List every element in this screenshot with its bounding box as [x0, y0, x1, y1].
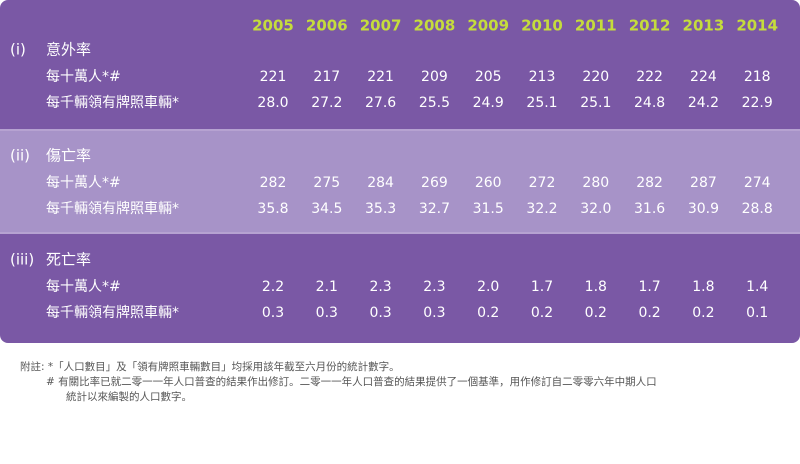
cell-value: 0.3: [423, 305, 445, 321]
cell-value: 32.7: [419, 201, 450, 217]
cell-value: 217: [313, 69, 340, 85]
section-number: (iii): [10, 251, 34, 269]
footnote: # 有關比率已就二零一一年人口普查的結果作出修訂。二零一一年人口普查的結果提供了…: [46, 376, 657, 388]
year-header: 2007: [360, 17, 402, 35]
cell-value: 25.1: [526, 95, 557, 111]
cell-value: 280: [582, 175, 609, 191]
cell-value: 1.7: [531, 279, 553, 295]
cell-value: 1.8: [692, 279, 714, 295]
year-header: 2008: [414, 17, 456, 35]
cell-value: 24.8: [634, 95, 665, 111]
cell-value: 0.3: [369, 305, 391, 321]
cell-value: 2.1: [316, 279, 338, 295]
cell-value: 24.9: [473, 95, 504, 111]
row-label: 每千輛領有牌照車輛*: [46, 304, 179, 321]
cell-value: 287: [690, 175, 717, 191]
cell-value: 2.2: [262, 279, 284, 295]
row-label: 每千輛領有牌照車輛*: [46, 94, 179, 111]
year-header: 2005: [252, 17, 294, 35]
cell-value: 275: [313, 175, 340, 191]
cell-value: 25.5: [419, 95, 450, 111]
year-header: 2010: [521, 17, 563, 35]
cell-value: 221: [260, 69, 287, 85]
section-title: 死亡率: [46, 251, 91, 269]
cell-value: 0.1: [746, 305, 768, 321]
cell-value: 272: [529, 175, 556, 191]
cell-value: 35.8: [257, 201, 288, 217]
cell-value: 25.1: [580, 95, 611, 111]
cell-value: 22.9: [742, 95, 773, 111]
footnote: 附註: *「人口數目」及「領有牌照車輛數目」均採用該年截至六月份的統計數字。: [20, 361, 400, 373]
year-header: 2006: [306, 17, 348, 35]
cell-value: 31.6: [634, 201, 665, 217]
cell-value: 282: [260, 175, 287, 191]
year-header: 2009: [467, 17, 509, 35]
section-number: (ii): [10, 147, 30, 165]
cell-value: 0.2: [531, 305, 553, 321]
cell-value: 32.2: [526, 201, 557, 217]
row-label: 每十萬人*#: [46, 175, 121, 191]
cell-value: 284: [367, 175, 394, 191]
cell-value: 1.7: [638, 279, 660, 295]
cell-value: 221: [367, 69, 394, 85]
cell-value: 274: [744, 175, 771, 191]
cell-value: 0.2: [585, 305, 607, 321]
section-title: 傷亡率: [46, 147, 91, 165]
cell-value: 28.8: [742, 201, 773, 217]
row-label: 每千輛領有牌照車輛*: [46, 200, 179, 217]
year-header: 2013: [683, 17, 725, 35]
cell-value: 28.0: [257, 95, 288, 111]
cell-value: 0.3: [316, 305, 338, 321]
year-header: 2011: [575, 17, 617, 35]
cell-value: 0.2: [692, 305, 714, 321]
cell-value: 282: [636, 175, 663, 191]
cell-value: 269: [421, 175, 448, 191]
row-label: 每十萬人*#: [46, 279, 121, 295]
cell-value: 213: [529, 69, 556, 85]
cell-value: 218: [744, 69, 771, 85]
cell-value: 209: [421, 69, 448, 85]
cell-value: 35.3: [365, 201, 396, 217]
section-number: (i): [10, 41, 26, 59]
cell-value: 24.2: [688, 95, 719, 111]
cell-value: 220: [582, 69, 609, 85]
cell-value: 32.0: [580, 201, 611, 217]
cell-value: 0.3: [262, 305, 284, 321]
cell-value: 205: [475, 69, 502, 85]
cell-value: 34.5: [311, 201, 342, 217]
row-label: 每十萬人*#: [46, 69, 121, 85]
cell-value: 30.9: [688, 201, 719, 217]
cell-value: 2.3: [369, 279, 391, 295]
footnote: 統計以來編製的人口數字。: [66, 391, 192, 403]
cell-value: 260: [475, 175, 502, 191]
cell-value: 1.4: [746, 279, 768, 295]
cell-value: 27.2: [311, 95, 342, 111]
year-header: 2012: [629, 17, 671, 35]
year-header: 2014: [736, 17, 778, 35]
cell-value: 2.3: [423, 279, 445, 295]
cell-value: 27.6: [365, 95, 396, 111]
cell-value: 0.2: [638, 305, 660, 321]
highlight-band: [0, 131, 800, 232]
cell-value: 224: [690, 69, 717, 85]
cell-value: 0.2: [477, 305, 499, 321]
table: 2005 2006 2007 2008 2009 2010 2011 2012 2013 2014…: [0, 0, 800, 343]
cell-value: 222: [636, 69, 663, 85]
cell-value: 1.8: [585, 279, 607, 295]
cell-value: 31.5: [473, 201, 504, 217]
cell-value: 2.0: [477, 279, 499, 295]
section-title: 意外率: [46, 41, 91, 59]
